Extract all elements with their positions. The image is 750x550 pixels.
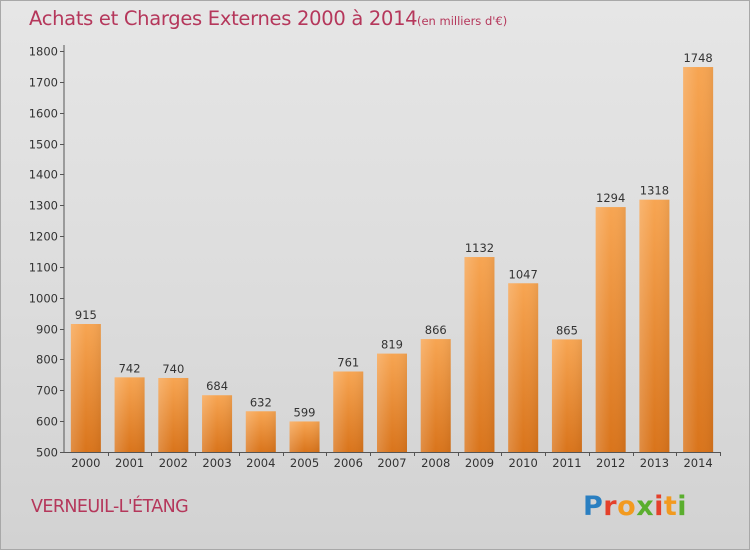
y-axis: 500 600 700 800 900 1000 1100 1200 1300 1400 1500 1… [29,45,65,460]
bar-shade [639,199,670,452]
logo-letter: i [677,491,688,522]
y-tick-label: 600 [36,415,58,429]
y-tick-label: 800 [36,353,58,367]
x-tick-label: 2000 [71,456,100,470]
value-labels: 915 742 740 684 632 599 761 819 866 1132 1047 865 12… [75,51,713,419]
value-label: 915 [75,308,97,322]
bar-shade [420,339,451,452]
value-label: 1318 [640,184,669,198]
value-label: 742 [119,361,141,375]
x-tick-label: 2006 [334,456,363,470]
x-tick-label: 2007 [377,456,406,470]
bar-shade [595,207,626,452]
bar-shade [114,377,145,452]
proxiti-logo[interactable]: Proxiti [583,491,687,522]
commune-name: VERNEUIL-L'ÉTANG [31,497,189,517]
x-tick-label: 2009 [465,456,494,470]
value-label: 632 [250,395,272,409]
chart-subtitle: (en milliers d'€) [417,14,508,28]
logo-letter: r [603,491,618,522]
x-tick-label: 2013 [640,456,669,470]
bar-shade [158,377,189,452]
x-tick-label: 2005 [290,456,319,470]
value-label: 865 [556,323,578,337]
chart-title: Achats et Charges Externes 2000 à 2014 [29,7,418,30]
x-tick-label: 2011 [552,456,581,470]
y-tick-label: 700 [36,384,58,398]
bars [70,67,714,452]
x-tick-label: 2002 [159,456,188,470]
y-tick-label: 1000 [29,292,58,306]
y-tick-label: 1700 [29,76,58,90]
bar-shade [464,257,495,452]
value-label: 1294 [596,191,625,205]
bar-shade [70,323,101,452]
y-tick-label: 500 [36,446,58,460]
logo-letter: o [617,491,637,522]
value-label: 1132 [465,241,494,255]
y-tick-label: 1300 [29,199,58,213]
y-tick-label: 1600 [29,107,58,121]
y-tick-label: 1100 [29,261,58,275]
x-axis: 2000 2001 2002 2003 2004 2005 2006 2007 2008 2009… [64,452,721,470]
logo-letter: x [636,491,655,522]
logo-letter: P [583,491,604,522]
bar-shade [289,421,320,452]
value-label: 866 [425,323,447,337]
x-tick-label: 2003 [202,456,231,470]
x-tick-label: 2012 [596,456,625,470]
y-tick-label: 1200 [29,230,58,244]
y-tick-label: 900 [36,323,58,337]
x-tick-label: 2014 [683,456,712,470]
bar-shade [333,371,364,452]
y-tick-label: 1800 [29,45,58,59]
bar-shade [551,339,582,452]
value-label: 761 [337,355,359,369]
y-tick-label: 1500 [29,138,58,152]
bar-shade [245,411,276,452]
x-tick-label: 2004 [246,456,275,470]
x-tick-label: 2008 [421,456,450,470]
bar-shade [508,283,539,452]
bar-shade [202,395,233,452]
logo-letter: t [663,491,678,522]
logo-letter: i [654,491,664,522]
x-tick-label: 2001 [115,456,144,470]
x-tick-label: 2010 [509,456,538,470]
bar-shade [377,353,407,452]
value-label: 740 [162,362,184,376]
value-label: 1748 [683,51,712,65]
y-tick-label: 1400 [29,168,58,182]
value-label: 819 [381,338,403,352]
value-label: 599 [294,405,316,419]
value-label: 684 [206,379,228,393]
bar-shade [683,67,714,452]
value-label: 1047 [509,267,538,281]
